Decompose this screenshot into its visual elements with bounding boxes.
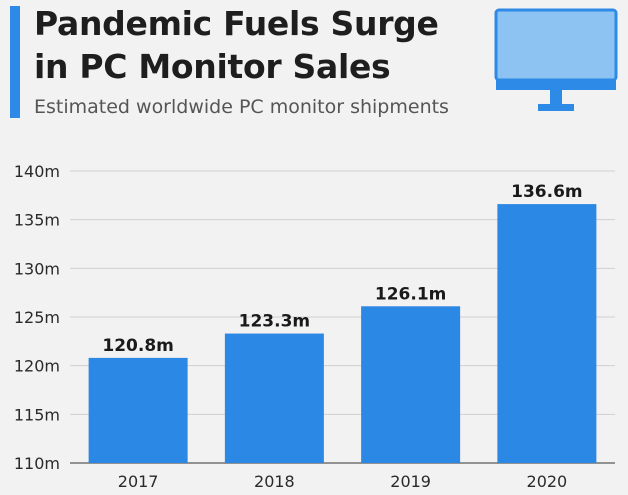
x-tick-label: 2018	[254, 472, 295, 491]
x-tick-label: 2019	[390, 472, 431, 491]
data-label: 136.6m	[511, 182, 583, 202]
y-tick-label: 130m	[14, 259, 60, 278]
bar	[224, 333, 324, 463]
x-tick-label: 2017	[118, 472, 159, 491]
chart-subtitle: Estimated worldwide PC monitor shipments	[34, 96, 449, 118]
y-tick-label: 120m	[14, 357, 60, 376]
y-tick-label: 110m	[14, 454, 60, 473]
y-tick-label: 135m	[14, 211, 60, 230]
data-label: 120.8m	[102, 336, 174, 356]
x-axis: 2017 2018 2019 2020	[118, 472, 567, 491]
monitor-icon	[494, 8, 618, 111]
bar	[361, 306, 461, 463]
x-tick-label: 2020	[527, 472, 568, 491]
title-line-2: in PC Monitor Sales	[34, 47, 391, 86]
bar	[88, 357, 188, 463]
bars: 120.8m 123.3m 126.1m 136.6m	[88, 182, 597, 464]
chart-title: Pandemic Fuels Surge in PC Monitor Sales	[34, 2, 439, 88]
data-label: 126.1m	[375, 284, 447, 304]
y-tick-label: 140m	[14, 162, 60, 181]
y-axis: 110m 115m 120m 125m 130m 135m 140m	[14, 162, 60, 473]
bar	[497, 204, 597, 464]
y-tick-label: 115m	[14, 405, 60, 424]
y-tick-label: 125m	[14, 308, 60, 327]
data-label: 123.3m	[239, 312, 311, 332]
accent-bar	[10, 6, 20, 118]
title-line-1: Pandemic Fuels Surge	[34, 4, 439, 43]
